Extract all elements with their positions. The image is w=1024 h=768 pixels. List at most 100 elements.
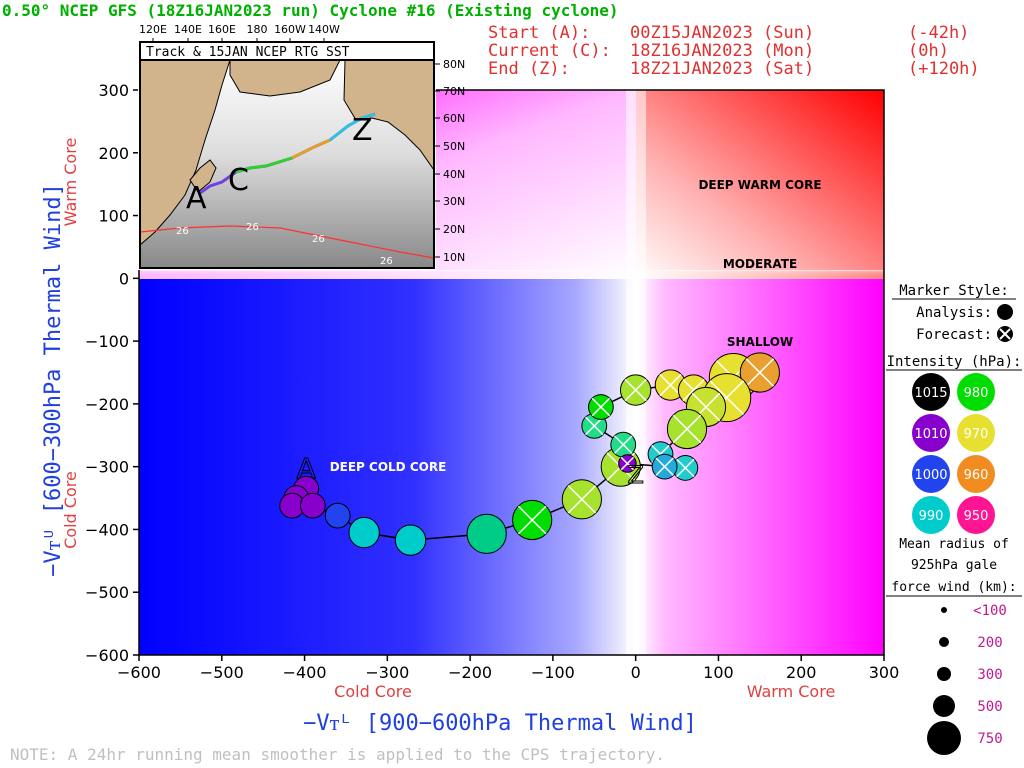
- forecast-cross: [614, 435, 633, 454]
- inset-lat-label: 30N: [443, 195, 465, 208]
- end-label: End (Z):: [488, 59, 570, 79]
- inset-sst-label: 26: [176, 226, 189, 237]
- x-axis-title: −Vᴛᴸ [900−600hPa Thermal Wind]: [303, 711, 697, 736]
- x-tick-label: 0: [631, 663, 641, 682]
- radius-title-2: 925hPa gale: [911, 558, 997, 573]
- inset-track-end: [329, 112, 376, 142]
- x-warm-core-label: Warm Core: [747, 682, 836, 701]
- radius-swatch: [939, 637, 949, 647]
- radius-swatch: [937, 667, 951, 681]
- radius-value: 300: [977, 667, 1002, 683]
- shallow-label: SHALLOW: [727, 335, 793, 349]
- radius-value: 750: [977, 731, 1002, 747]
- intensity-value: 1000: [914, 468, 947, 483]
- inset-title: Track & 15JAN NCEP RTG SST: [146, 45, 350, 60]
- moderate-label: MODERATE: [723, 257, 797, 271]
- y-tick-label: −400: [85, 520, 129, 539]
- marker-style-title: Marker Style:: [899, 283, 1009, 299]
- inset-lon-label: 180: [247, 23, 268, 36]
- y-tick-label: −200: [85, 395, 129, 414]
- zero-band: [139, 270, 884, 300]
- y-tick-label: −300: [85, 458, 129, 477]
- inset-lat-label: 80N: [443, 58, 465, 71]
- intensity-swatch: [957, 373, 995, 411]
- x-tick-label: −600: [117, 663, 161, 682]
- start-label: Start (A):: [488, 23, 590, 43]
- inset-sst-contour: [139, 225, 435, 259]
- forecast-label: Forecast:: [916, 327, 992, 343]
- end-time: 18Z21JAN2023 (Sat): [630, 59, 814, 79]
- radius-title-1: Mean radius of: [899, 537, 1009, 552]
- inset-land-japan: [189, 159, 217, 193]
- radius-value: <100: [973, 603, 1007, 619]
- intensity-swatch: [912, 373, 950, 411]
- forecast-cross: [567, 485, 597, 514]
- forecast-cross: [676, 458, 695, 478]
- analysis-marker: [394, 524, 427, 556]
- x-tick-label: −500: [200, 663, 244, 682]
- x-tick-label: 200: [786, 663, 817, 682]
- y-tick-label: −500: [85, 583, 129, 602]
- forecast-cross: [620, 456, 635, 471]
- inset-track-late: [291, 138, 331, 160]
- inset-lat-label: 60N: [443, 112, 465, 125]
- y-tick-label: 300: [98, 81, 129, 100]
- radius-value: 200: [977, 635, 1002, 651]
- radius-swatch: [933, 695, 955, 717]
- intensity-swatch: [957, 496, 995, 534]
- radius-title-3: force wind (km):: [891, 580, 1016, 595]
- inset-lon-label: 140E: [174, 23, 202, 36]
- y-tick-label: −100: [85, 332, 129, 351]
- intensity-value: 970: [964, 427, 989, 442]
- x-tick-label: −200: [448, 663, 492, 682]
- smoother-note: NOTE: A 24hr running mean smoother is ap…: [10, 745, 665, 764]
- analysis-marker: [299, 492, 326, 519]
- plot-frame: [138, 89, 885, 656]
- inset-land-siberia: [229, 59, 341, 97]
- inset-land-asia: [139, 59, 231, 247]
- inset-sst-label: 26: [246, 222, 259, 233]
- cold-core-quadrant: [139, 279, 636, 655]
- inset-lon-label: 120E: [139, 23, 167, 36]
- end-marker-letter: Z: [627, 461, 643, 489]
- axes: −600 −500 −400 −300 −200 −100 0 100 200 300 −600 −5…: [85, 81, 899, 682]
- inset-lon-label: 140W: [308, 23, 340, 36]
- radius-value: 500: [977, 699, 1002, 715]
- y-tick-label: 100: [98, 207, 129, 226]
- analysis-marker-icon: [997, 304, 1013, 320]
- intensity-swatch: [957, 455, 995, 493]
- intensity-value: 950: [964, 509, 989, 524]
- y-tick-label: 200: [98, 144, 129, 163]
- inset-track-map: A C Z 26 26 26 26 Track & 15JAN NCEP RTG…: [138, 23, 465, 270]
- analysis-marker: [466, 513, 507, 554]
- radius-swatch: [927, 721, 961, 755]
- inset-frame: [139, 59, 435, 269]
- intensity-swatch: [912, 414, 950, 452]
- figure-title: 0.50° NCEP GFS (18Z16JAN2023 run) Cyclon…: [2, 1, 619, 20]
- y-cold-core-label: Cold Core: [61, 471, 80, 549]
- forecast-cross-icon: [999, 328, 1011, 340]
- intensity-value: 960: [964, 468, 989, 483]
- y-tick-label: −600: [85, 646, 129, 665]
- deep-warm-core-label: DEEP WARM CORE: [698, 178, 821, 192]
- intensity-value: 1015: [914, 386, 947, 401]
- inset-sst-label: 26: [312, 234, 325, 245]
- start-marker-letter: A: [297, 452, 316, 485]
- forecast-cross: [745, 358, 775, 387]
- inset-lat-label: 10N: [443, 251, 465, 264]
- inset-lat-label: 50N: [443, 140, 465, 153]
- intensity-title: Intensity (hPa):: [887, 354, 1022, 370]
- forecast-cross: [585, 416, 604, 436]
- current-time: 18Z16JAN2023 (Mon): [630, 41, 814, 61]
- intensity-swatch: [912, 455, 950, 493]
- inset-lon-label: 160E: [208, 23, 236, 36]
- forecast-cross: [655, 457, 674, 476]
- analysis-marker: [348, 516, 380, 549]
- start-offset: (-42h): [908, 23, 969, 43]
- intensity-value: 1010: [914, 427, 947, 442]
- analysis-label: Analysis:: [916, 305, 992, 321]
- x-tick-label: −400: [283, 663, 327, 682]
- current-offset: (0h): [908, 41, 949, 61]
